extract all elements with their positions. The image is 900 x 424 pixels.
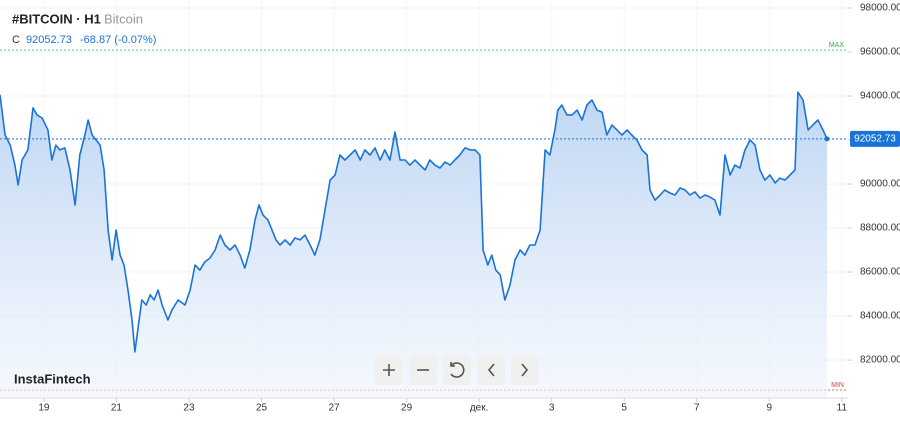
area-fill (0, 92, 827, 398)
x-tick-label: 3 (549, 403, 555, 414)
scroll-right-button[interactable] (511, 355, 539, 385)
x-tick-label: 7 (694, 403, 700, 414)
y-tick-label: 82000.00 (860, 355, 900, 366)
x-tick-label: 19 (38, 403, 50, 414)
close-value: 92052.73 (26, 34, 72, 46)
price-line (0, 91, 828, 353)
change: -68.87 (-0.07%) (80, 34, 156, 46)
reference-label: MAX (829, 42, 845, 49)
reset-button[interactable] (443, 355, 471, 385)
toolbar (375, 355, 539, 385)
y-tick-label: 98000.00 (860, 3, 900, 14)
scroll-left-button[interactable] (477, 355, 505, 385)
brand-logo: InstaFintech (14, 371, 91, 386)
last-price-box (850, 130, 900, 147)
x-tick-label: дек. (470, 403, 489, 414)
symbol: #BITCOIN · H1 (12, 11, 101, 26)
x-tick-label: 11 (837, 403, 848, 414)
last-price-label: 92052.73 (854, 134, 896, 145)
x-tick-label: 9 (767, 403, 773, 414)
last-price-dot (824, 136, 830, 142)
x-tick-label: 21 (111, 403, 123, 414)
zoom-in-icon (383, 364, 395, 376)
x-tick-label: 27 (328, 403, 340, 414)
x-tick-label: 25 (256, 403, 268, 414)
reference-label: MIN (831, 382, 844, 389)
x-tick-label: 5 (621, 403, 627, 414)
y-tick-label: 94000.00 (860, 91, 900, 102)
y-tick-label: 90000.00 (860, 179, 900, 190)
scroll-right-icon (521, 363, 529, 377)
y-tick-label: 96000.00 (860, 47, 900, 58)
scroll-left-icon (487, 363, 495, 377)
x-tick-label: 23 (183, 403, 195, 414)
close-prefix: C (12, 34, 20, 46)
y-tick-label: 88000.00 (860, 223, 900, 234)
y-tick-label: 86000.00 (860, 267, 900, 278)
x-tick-label: 29 (401, 403, 413, 414)
instrument-name: Bitcoin (104, 11, 143, 26)
reset-icon (450, 362, 465, 378)
y-tick-label: 84000.00 (860, 311, 900, 322)
